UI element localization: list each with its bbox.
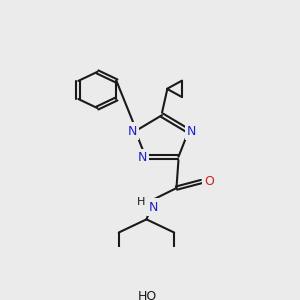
Text: N: N	[149, 200, 158, 214]
Text: N: N	[128, 124, 137, 138]
Text: H: H	[137, 197, 146, 207]
Text: N: N	[138, 151, 147, 164]
Text: HO: HO	[138, 290, 157, 300]
Text: N: N	[187, 124, 196, 138]
Text: O: O	[205, 175, 214, 188]
